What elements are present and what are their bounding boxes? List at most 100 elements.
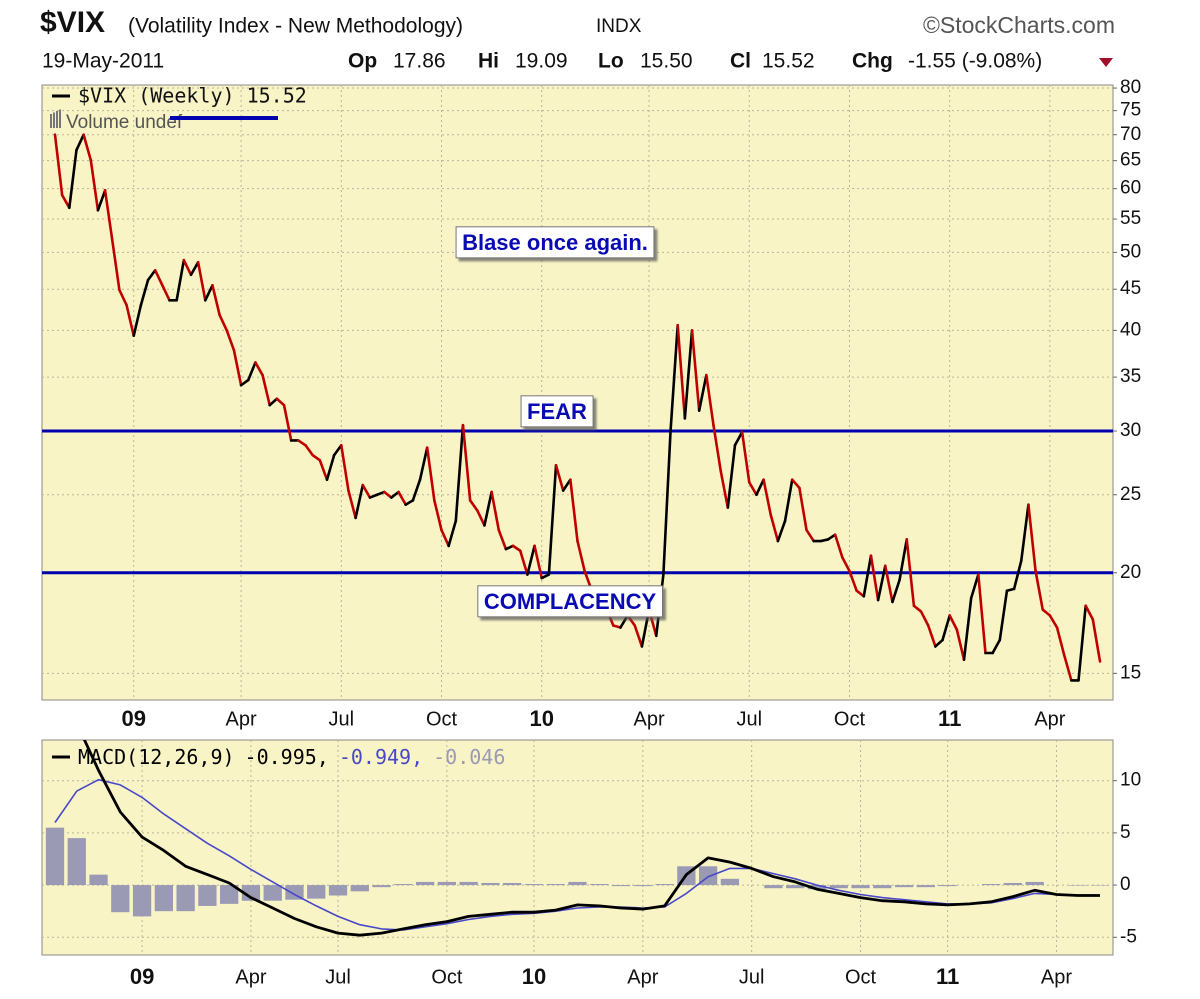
source: ©StockCharts.com <box>923 12 1115 38</box>
price-segment <box>204 284 214 302</box>
histogram-bar <box>590 884 609 886</box>
y-tick-label: 5 <box>1120 822 1131 843</box>
price-segment <box>719 469 730 509</box>
price-segment <box>447 519 458 548</box>
price-segment <box>110 238 121 292</box>
price-segment <box>790 478 801 490</box>
histogram-bar <box>829 885 848 889</box>
quote-value: -1.55 (-9.08%) <box>908 50 1042 73</box>
price-segment <box>103 189 114 242</box>
annotation-box <box>455 226 655 259</box>
histogram-bar <box>350 885 369 892</box>
x-tick-label: Jul <box>736 708 762 730</box>
price-segment <box>433 499 443 532</box>
volume-icon <box>59 109 61 128</box>
y-tick-label: 75 <box>1120 100 1141 121</box>
histogram-bar <box>328 885 348 896</box>
x-tick-label: Apr <box>634 708 665 730</box>
y-tick-label: 10 <box>1120 770 1141 791</box>
price-segment <box>1055 626 1066 657</box>
histogram-bar <box>1003 882 1023 886</box>
price-segment <box>132 303 143 337</box>
legend-label: $VIX (Weekly) 15.52 <box>78 84 307 108</box>
price-segment <box>883 564 894 604</box>
price-segment <box>547 463 558 576</box>
symbol: $VIX <box>40 6 105 39</box>
price-segment <box>340 443 350 492</box>
down-arrow <box>1099 58 1113 67</box>
price-segment <box>554 463 565 492</box>
price-segment <box>497 528 508 551</box>
histogram-bar <box>132 885 152 917</box>
y-tick-label: 0 <box>1120 874 1131 895</box>
volume-icon <box>56 111 58 128</box>
price-segment <box>196 261 207 302</box>
price-segment <box>304 443 314 457</box>
price-segment <box>848 569 858 593</box>
volume-legend: Volume undef <box>66 112 183 133</box>
x-tick-label: 09 <box>130 964 154 989</box>
annotation: Blase once again. <box>462 230 648 255</box>
price-segment <box>311 453 322 462</box>
quote-label: Op <box>348 50 377 73</box>
histogram-bar <box>873 885 892 889</box>
price-segment <box>282 403 293 442</box>
price-segment <box>332 443 343 457</box>
price-segment <box>733 430 744 447</box>
y-tick-label: 25 <box>1120 484 1141 505</box>
price-segment <box>826 533 837 541</box>
price-segment <box>998 589 1009 642</box>
price-segment <box>268 397 279 407</box>
x-tick-label: Apr <box>1041 966 1072 988</box>
price-segment <box>540 573 551 580</box>
price-segment <box>805 528 815 543</box>
legend-item: -0.995, <box>245 745 329 769</box>
histogram-bar <box>220 885 239 904</box>
x-tick-label: Apr <box>226 708 257 730</box>
price-segment <box>769 513 780 543</box>
histogram-bar <box>89 874 108 886</box>
y-tick-label: 80 <box>1120 77 1141 98</box>
price-segment <box>855 589 866 598</box>
quote-label: Hi <box>478 50 499 73</box>
price-segment <box>361 483 372 499</box>
price-segment <box>518 549 529 576</box>
histogram-bar <box>263 885 282 901</box>
x-tick-label: 11 <box>936 964 959 989</box>
price-segment <box>762 478 773 517</box>
quote-value: 15.52 <box>762 50 815 73</box>
price-segment <box>232 348 243 387</box>
reference-label-box <box>477 585 663 618</box>
price-segment <box>662 429 672 576</box>
histogram-bar <box>437 881 457 886</box>
signal-line <box>54 778 1100 931</box>
histogram-bar <box>415 881 435 886</box>
price-segment <box>261 373 272 407</box>
x-tick-label: Oct <box>834 708 866 730</box>
price-segment <box>862 554 873 598</box>
legend-item: MACD(12,26,9) <box>78 745 235 769</box>
histogram-bar <box>786 885 805 889</box>
price-segment <box>354 483 365 520</box>
price-segment <box>876 564 887 602</box>
price-segment <box>153 269 164 287</box>
price-segment <box>189 261 200 277</box>
price-segment <box>397 490 408 506</box>
price-segment <box>841 556 851 573</box>
price-segment <box>125 303 136 337</box>
price-segment <box>726 443 737 509</box>
legend: MACD(12,26,9) -0.995, -0.949, -0.046 <box>78 745 505 769</box>
price-segment <box>898 538 909 582</box>
price-segment <box>511 544 522 553</box>
histogram-bar <box>982 884 1001 886</box>
price-segment <box>576 539 586 573</box>
price-segment <box>60 193 71 210</box>
quote-value: 17.86 <box>393 50 446 73</box>
price-segment <box>891 578 901 604</box>
histogram-bar <box>720 878 740 886</box>
price-segment <box>139 278 150 307</box>
quote-label: Lo <box>598 50 624 73</box>
y-tick-label: 55 <box>1120 208 1141 229</box>
